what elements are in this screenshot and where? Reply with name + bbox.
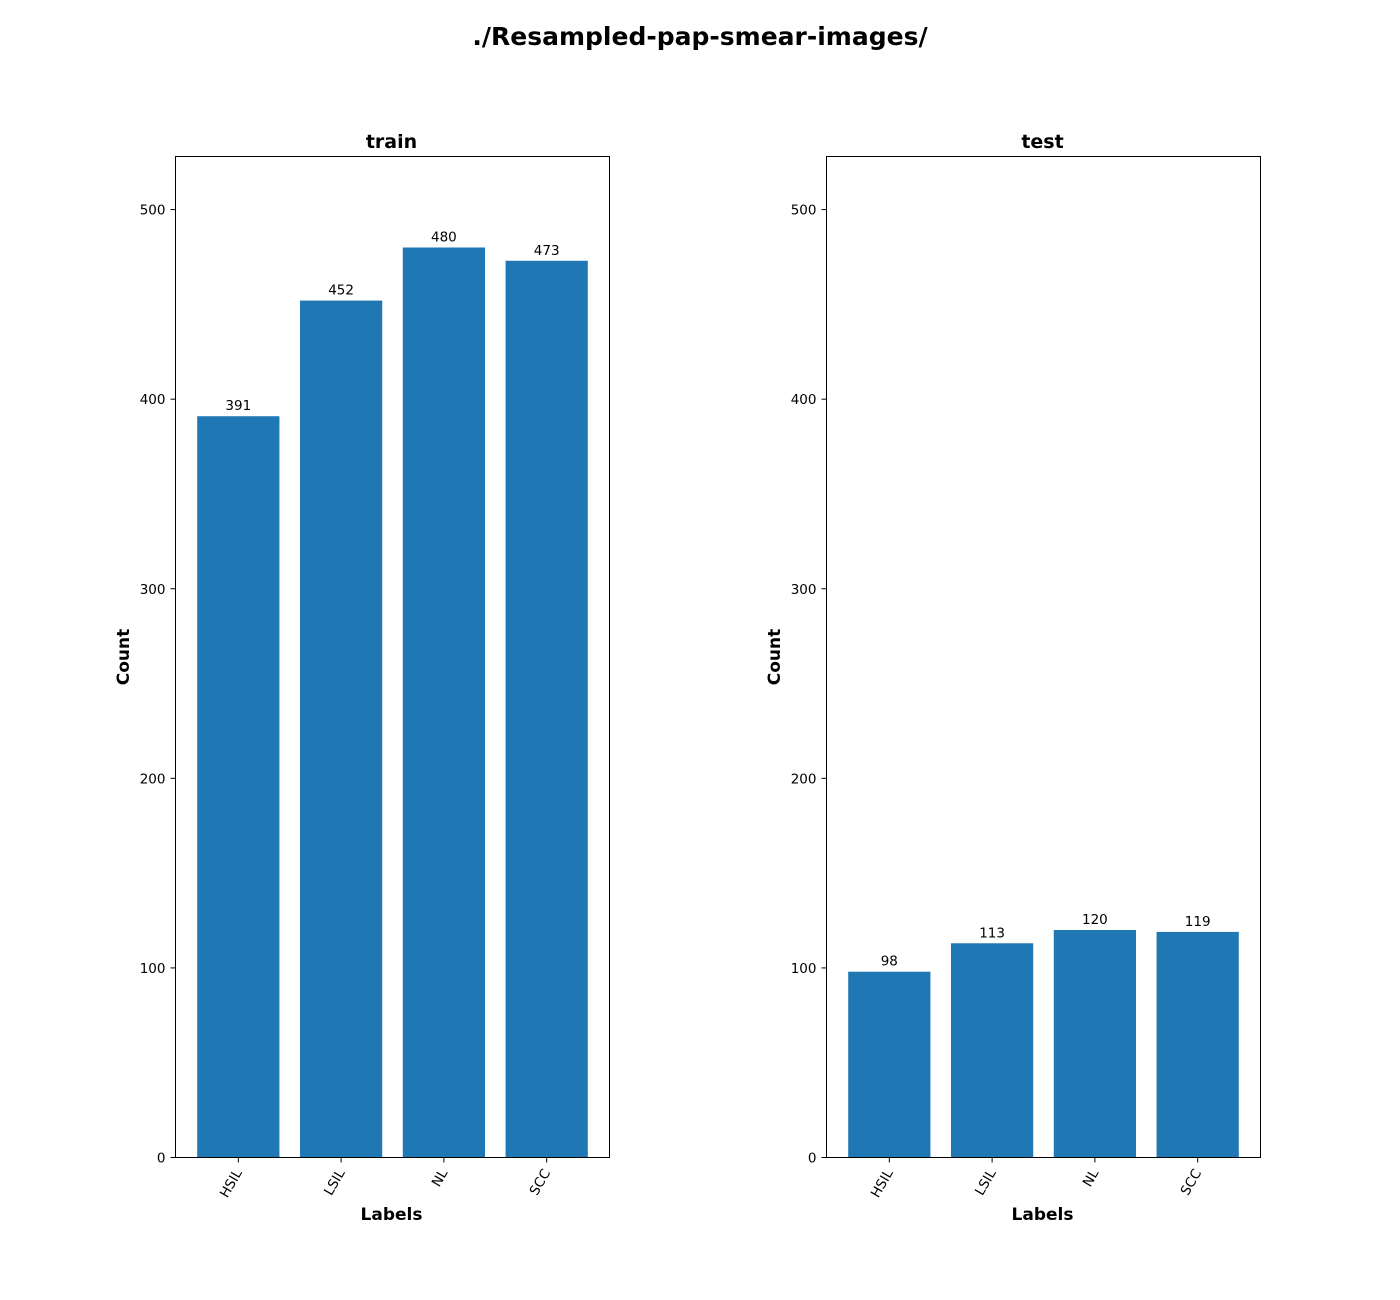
- train-bar-lsil: [299, 300, 383, 1158]
- train-panel-title: train: [366, 131, 417, 153]
- train-x-tick-label-scc: SCC: [527, 1167, 555, 1199]
- test-y-axis: 0 100 200 300 400 500: [791, 203, 827, 1167]
- test-data-label-nl: 120: [1082, 912, 1108, 928]
- test-x-tick-label-hsil: HSIL: [868, 1166, 897, 1201]
- test-data-label-lsil: 113: [979, 925, 1005, 941]
- test-x-axis-label: Labels: [1012, 1205, 1074, 1225]
- train-bar-scc: [505, 260, 588, 1158]
- test-y-tick-label-0: 0: [808, 1151, 817, 1167]
- test-x-axis: HSIL LSIL NL SCC: [868, 1157, 1206, 1201]
- test-y-tick-label-500: 500: [791, 203, 817, 219]
- test-bar-scc: [1156, 931, 1239, 1158]
- train-bar-hsil: [197, 416, 280, 1158]
- test-x-tick-label-scc: SCC: [1178, 1167, 1206, 1199]
- test-y-tick-label-100: 100: [791, 961, 817, 977]
- test-panel: test 98 113 120 119 0 100 200 300 400 500 HSIL LS…: [765, 131, 1261, 1225]
- train-y-axis: 0 100 200 300 400 500: [140, 203, 176, 1167]
- test-y-axis-label: Count: [765, 629, 785, 686]
- train-x-axis-label: Labels: [361, 1205, 423, 1225]
- train-x-tick-label-hsil: HSIL: [217, 1166, 246, 1201]
- train-y-tick-label-200: 200: [140, 771, 166, 787]
- train-plot-frame: [175, 156, 610, 1158]
- train-x-tick-label-lsil: LSIL: [321, 1166, 349, 1198]
- train-y-tick-label-0: 0: [157, 1151, 166, 1167]
- test-data-label-scc: 119: [1185, 914, 1211, 930]
- test-bar-lsil: [950, 943, 1034, 1158]
- train-bars: [197, 247, 588, 1158]
- train-bar-nl: [402, 247, 486, 1158]
- train-x-axis: HSIL LSIL NL SCC: [217, 1157, 555, 1201]
- test-x-tick-label-lsil: LSIL: [972, 1166, 1000, 1198]
- train-y-axis-label: Count: [114, 629, 134, 686]
- test-panel-title: test: [1021, 131, 1063, 153]
- train-y-tick-label-400: 400: [140, 392, 166, 408]
- test-y-tick-label-300: 300: [791, 582, 817, 598]
- train-x-tick-label-nl: NL: [429, 1166, 452, 1190]
- train-y-tick-label-100: 100: [140, 961, 166, 977]
- test-bars: [848, 930, 1239, 1158]
- test-x-tick-label-nl: NL: [1080, 1166, 1103, 1190]
- train-panel: train 391 452 480 473 0 100 200 300 400 500 HSIL…: [114, 131, 610, 1225]
- train-data-label-lsil: 452: [328, 283, 354, 299]
- train-data-label-nl: 480: [431, 230, 457, 246]
- train-data-label-hsil: 391: [225, 398, 251, 414]
- train-data-labels: 391 452 480 473: [225, 230, 559, 415]
- test-data-label-hsil: 98: [881, 954, 898, 970]
- test-plot-frame: [826, 156, 1261, 1158]
- test-y-tick-label-400: 400: [791, 392, 817, 408]
- figure-title: ./Resampled-pap-smear-images/: [472, 22, 928, 51]
- train-y-tick-label-500: 500: [140, 203, 166, 219]
- test-data-labels: 98 113 120 119: [881, 912, 1211, 970]
- train-y-tick-label-300: 300: [140, 582, 166, 598]
- test-bar-hsil: [848, 971, 931, 1158]
- train-data-label-scc: 473: [534, 243, 560, 259]
- test-y-tick-label-200: 200: [791, 771, 817, 787]
- test-bar-nl: [1053, 930, 1137, 1158]
